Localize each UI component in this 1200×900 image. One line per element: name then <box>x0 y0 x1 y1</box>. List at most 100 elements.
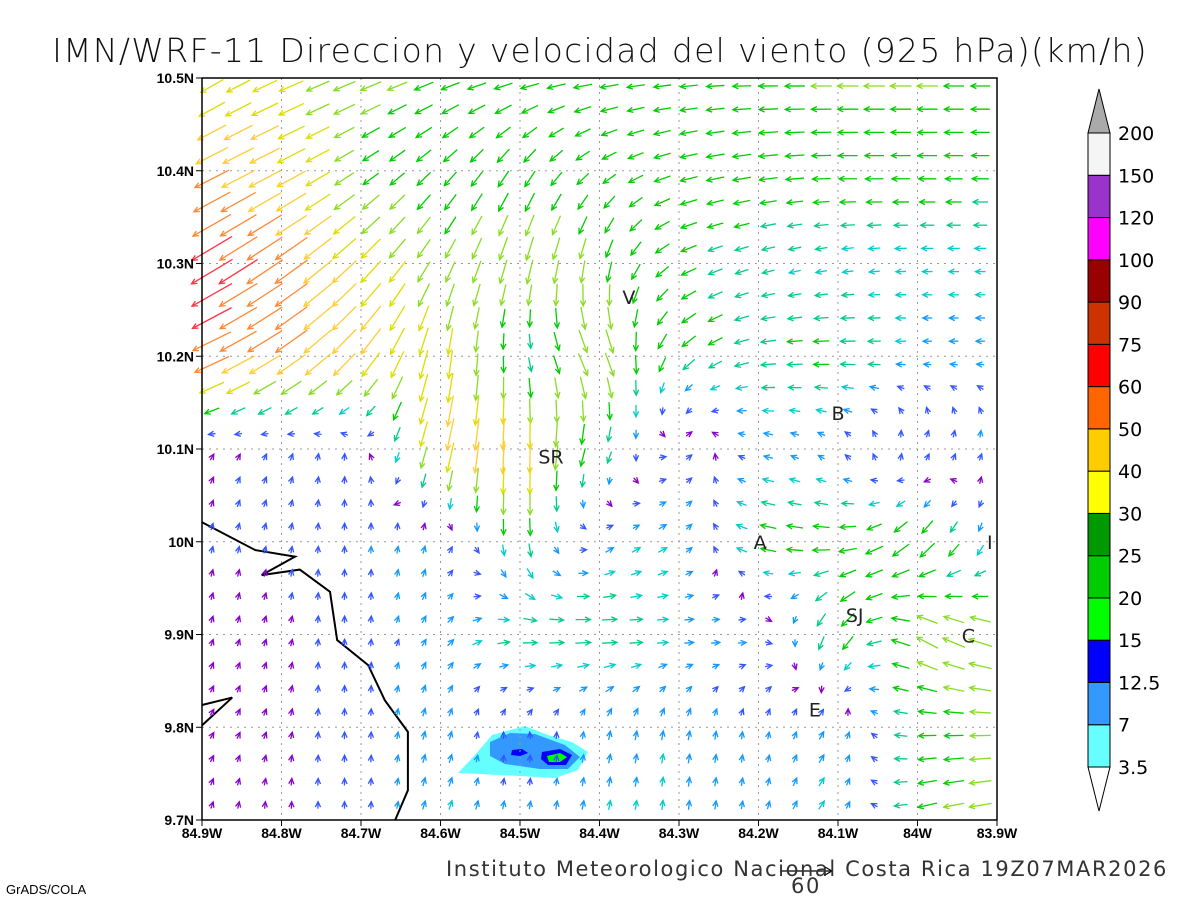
wind-arrow-shaft <box>944 710 964 714</box>
wind-arrow-shaft <box>575 128 591 137</box>
wind-arrow <box>735 546 748 553</box>
wind-arrow-shaft <box>732 130 752 134</box>
wind-arrow-head-icon <box>685 477 693 484</box>
wind-arrow <box>731 152 752 160</box>
wind-arrow-shaft <box>732 107 752 111</box>
wind-arrow <box>788 477 801 484</box>
wind-arrow <box>712 753 719 764</box>
wind-arrow <box>632 309 639 329</box>
wind-arrow <box>499 418 507 452</box>
wind-arrow <box>968 708 991 716</box>
wind-arrow-head-icon <box>230 408 238 415</box>
wind-arrow-head-icon <box>757 129 765 136</box>
wind-arrow-head-icon <box>360 108 368 115</box>
wind-arrow-head-icon <box>923 452 930 461</box>
wind-arrow-shaft <box>661 730 664 741</box>
wind-arrow <box>553 470 560 492</box>
wind-arrow <box>787 268 801 275</box>
wind-arrow <box>235 800 242 809</box>
wind-arrow-head-icon <box>224 110 232 117</box>
wind-arrow-head-icon <box>760 245 769 252</box>
wind-arrow <box>288 591 295 600</box>
wind-arrow <box>552 421 560 448</box>
wind-arrow-head-icon <box>276 157 284 164</box>
wind-arrow-head-icon <box>661 593 670 600</box>
wind-arrow-head-icon <box>208 754 215 762</box>
wind-arrow <box>893 732 908 739</box>
wind-arrow <box>685 454 693 461</box>
wind-arrow-head-icon <box>678 153 687 160</box>
wind-arrow <box>603 662 617 669</box>
wind-arrow <box>632 729 640 741</box>
wind-arrow-head-icon <box>759 361 767 368</box>
wind-arrow <box>919 222 935 229</box>
wind-arrow-shaft <box>551 664 562 668</box>
wind-arrow <box>247 192 282 213</box>
wind-arrow <box>198 381 225 394</box>
wind-arrow <box>360 283 382 308</box>
wind-arrow-head-icon <box>784 175 792 183</box>
wind-arrow-head-icon <box>660 523 668 530</box>
wind-arrow <box>419 446 428 470</box>
wind-arrow-head-icon <box>333 155 342 162</box>
wind-arrow-shaft <box>943 686 965 692</box>
wind-arrow <box>219 330 257 352</box>
wind-arrow-shaft <box>577 353 589 376</box>
wind-arrow-head-icon <box>420 521 427 530</box>
wind-arrow-shaft <box>192 307 232 329</box>
wind-arrow-head-icon <box>387 131 396 139</box>
wind-arrow-shaft <box>687 800 691 810</box>
wind-arrow-head-icon <box>757 176 766 183</box>
wind-arrow-shaft <box>841 612 855 627</box>
wind-arrow <box>809 106 832 113</box>
wind-arrow-head-icon <box>916 779 925 786</box>
wind-arrow <box>314 452 321 461</box>
wind-arrow <box>599 83 619 90</box>
wind-arrow-head-icon <box>712 594 721 600</box>
wind-arrow-head-icon <box>891 550 899 557</box>
wind-arrow-shaft <box>815 386 828 389</box>
wind-arrow <box>420 473 427 489</box>
wind-arrow-shaft <box>312 406 324 415</box>
wind-arrow-shaft <box>661 754 664 764</box>
wind-arrow-shaft <box>389 260 406 283</box>
wind-arrow-head-icon <box>233 430 241 437</box>
wind-arrow <box>234 522 242 531</box>
wind-arrow-head-icon <box>765 753 772 762</box>
wind-arrow-head-icon <box>360 300 367 308</box>
wind-arrow-shaft <box>630 570 642 576</box>
wind-arrow-shaft <box>366 405 376 417</box>
wind-arrow-head-icon <box>341 545 348 553</box>
wind-arrow <box>950 429 957 438</box>
wind-arrow <box>473 495 480 514</box>
colorbar-swatch <box>1087 512 1111 557</box>
wind-arrow-head-icon <box>942 803 950 810</box>
wind-arrow-shaft <box>361 104 381 115</box>
wind-arrow-head-icon <box>765 730 772 739</box>
wind-arrow <box>685 523 693 531</box>
wind-arrow <box>302 282 333 308</box>
wind-arrow <box>865 198 883 206</box>
wind-arrow-head-icon <box>712 475 720 484</box>
wind-arrow-head-icon <box>443 179 451 187</box>
wind-arrow-head-icon <box>314 452 321 460</box>
wind-arrow-head-icon <box>367 498 375 506</box>
wind-arrow-shaft <box>306 103 330 116</box>
wind-arrow-head-icon <box>918 198 926 206</box>
wind-arrow <box>655 288 669 302</box>
wind-arrow-head-icon <box>605 435 613 443</box>
wind-arrow <box>711 616 721 623</box>
wind-arrow-head-icon <box>579 799 587 807</box>
wind-arrow-head-icon <box>520 107 529 114</box>
wind-arrow <box>367 753 375 763</box>
wind-arrow <box>865 523 882 531</box>
wind-arrow-head-icon <box>288 730 295 739</box>
wind-arrow-shaft <box>761 363 776 366</box>
wind-arrow-head-icon <box>208 661 215 669</box>
wind-arrow-head-icon <box>735 546 744 553</box>
wind-arrow <box>817 454 825 461</box>
wind-arrow-head-icon <box>473 546 480 555</box>
wind-arrow-head-icon <box>331 347 339 355</box>
wind-arrow <box>711 568 718 577</box>
wind-arrow-shaft <box>603 663 616 669</box>
